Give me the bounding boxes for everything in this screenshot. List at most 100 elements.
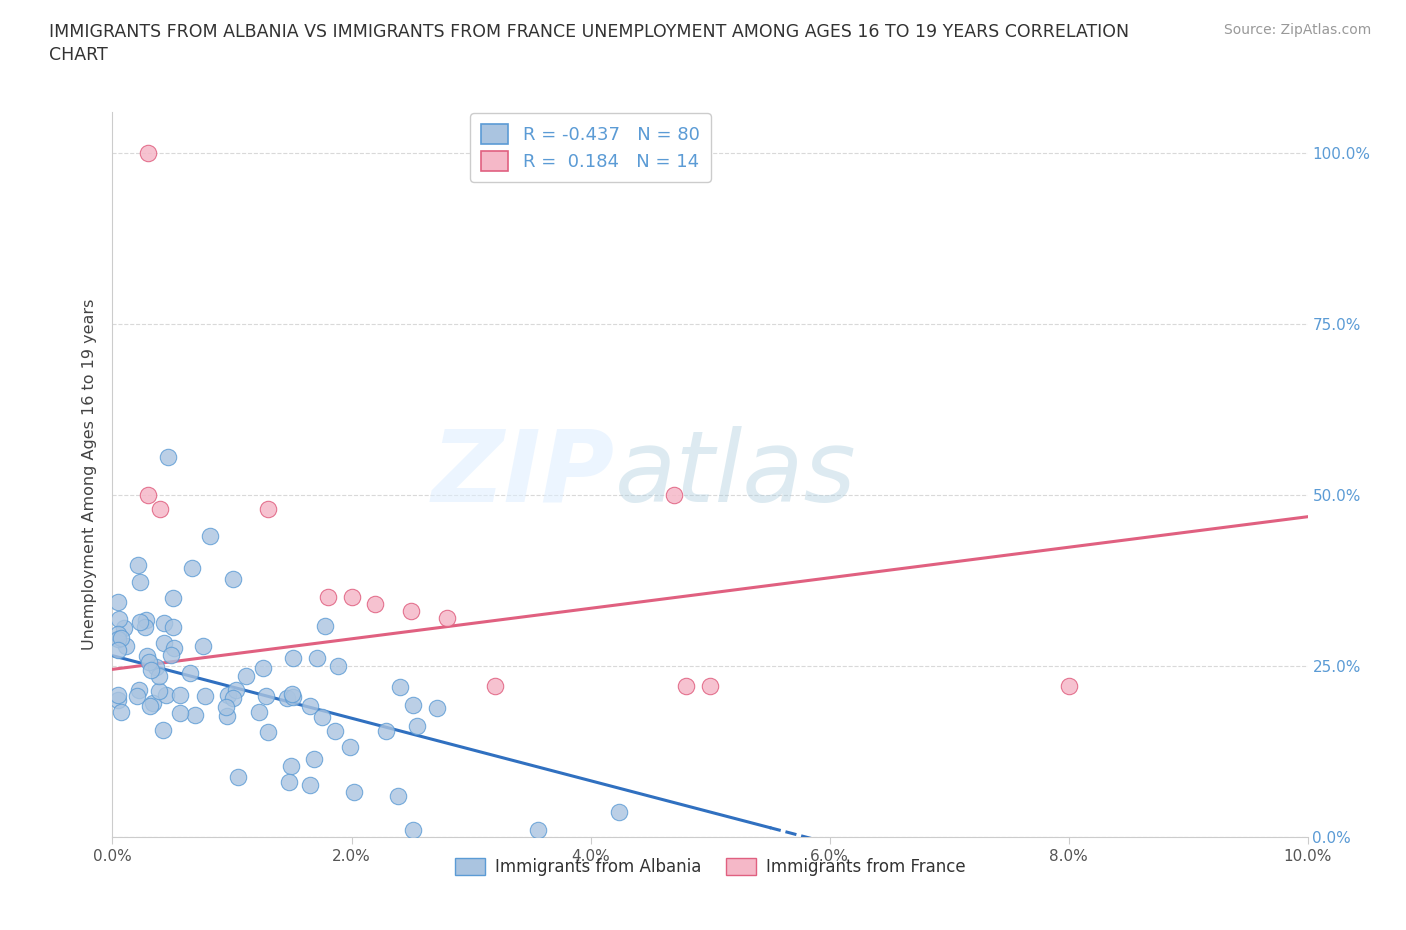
Point (280, 759, 302, 774)
Point (257, 501, 280, 516)
Point (283, 650, 305, 665)
Point (277, 775, 299, 790)
Point (222, 572, 245, 587)
Point (401, 604, 423, 618)
Point (484, 679, 506, 694)
Point (276, 690, 298, 705)
Point (149, 501, 172, 516)
Point (217, 688, 239, 703)
Point (215, 709, 238, 724)
Point (107, 631, 129, 646)
Point (107, 643, 129, 658)
Point (675, 679, 697, 694)
Point (139, 663, 162, 678)
Point (107, 611, 129, 626)
Point (436, 611, 458, 626)
Point (110, 631, 132, 645)
Point (387, 789, 409, 804)
Point (256, 724, 278, 739)
Point (406, 718, 429, 733)
Point (316, 590, 339, 604)
Point (200, 528, 222, 543)
Point (110, 705, 132, 720)
Point (1057, 679, 1080, 694)
Point (127, 557, 149, 572)
Point (138, 698, 160, 713)
Point (375, 724, 398, 738)
Point (215, 699, 238, 714)
Point (194, 688, 217, 703)
Point (115, 638, 138, 653)
Point (305, 650, 328, 665)
Point (128, 683, 150, 698)
Point (128, 615, 150, 630)
Point (153, 616, 176, 631)
Text: ZIP: ZIP (432, 426, 614, 523)
Point (226, 770, 249, 785)
Point (162, 619, 184, 634)
Point (112, 621, 135, 636)
Point (699, 679, 721, 694)
Point (136, 648, 159, 663)
Point (180, 561, 202, 576)
Point (169, 687, 191, 702)
Point (127, 688, 149, 703)
Point (162, 591, 184, 605)
Text: atlas: atlas (614, 426, 856, 523)
Point (107, 594, 129, 609)
Point (107, 687, 129, 702)
Point (298, 698, 321, 713)
Point (340, 590, 363, 604)
Point (191, 639, 214, 654)
Point (364, 597, 387, 612)
Point (153, 636, 176, 651)
Point (169, 706, 191, 721)
Point (225, 683, 247, 698)
Point (280, 686, 302, 701)
Point (159, 647, 181, 662)
Point (138, 487, 160, 502)
Point (326, 658, 349, 673)
Point (314, 618, 336, 633)
Point (138, 655, 160, 670)
Point (128, 575, 150, 590)
Point (157, 449, 180, 464)
Point (304, 751, 326, 766)
Text: Source: ZipAtlas.com: Source: ZipAtlas.com (1223, 23, 1371, 37)
Y-axis label: Unemployment Among Ages 16 to 19 years: Unemployment Among Ages 16 to 19 years (82, 299, 97, 650)
Point (152, 723, 174, 737)
Point (343, 784, 366, 799)
Point (222, 690, 245, 705)
Point (138, 145, 160, 160)
Text: IMMIGRANTS FROM ALBANIA VS IMMIGRANTS FROM FRANCE UNEMPLOYMENT AMONG AGES 16 TO : IMMIGRANTS FROM ALBANIA VS IMMIGRANTS FR… (49, 23, 1129, 41)
Point (145, 659, 167, 674)
Point (298, 777, 321, 792)
Point (134, 619, 156, 634)
Point (183, 707, 205, 722)
Legend: Immigrants from Albania, Immigrants from France: Immigrants from Albania, Immigrants from… (449, 852, 972, 883)
Point (252, 660, 274, 675)
Point (163, 641, 186, 656)
Point (249, 704, 271, 719)
Point (254, 689, 277, 704)
Point (527, 823, 550, 838)
Point (148, 669, 170, 684)
Point (664, 487, 686, 502)
Point (142, 695, 165, 710)
Point (401, 698, 423, 712)
Point (148, 684, 170, 698)
Point (135, 613, 157, 628)
Point (325, 724, 347, 738)
Point (107, 692, 129, 707)
Point (339, 739, 361, 754)
Point (426, 701, 449, 716)
Point (609, 804, 631, 819)
Point (389, 680, 412, 695)
Point (235, 668, 257, 683)
Text: CHART: CHART (49, 46, 108, 64)
Point (402, 823, 425, 838)
Point (107, 626, 129, 641)
Point (281, 689, 304, 704)
Point (155, 687, 177, 702)
Point (311, 710, 333, 724)
